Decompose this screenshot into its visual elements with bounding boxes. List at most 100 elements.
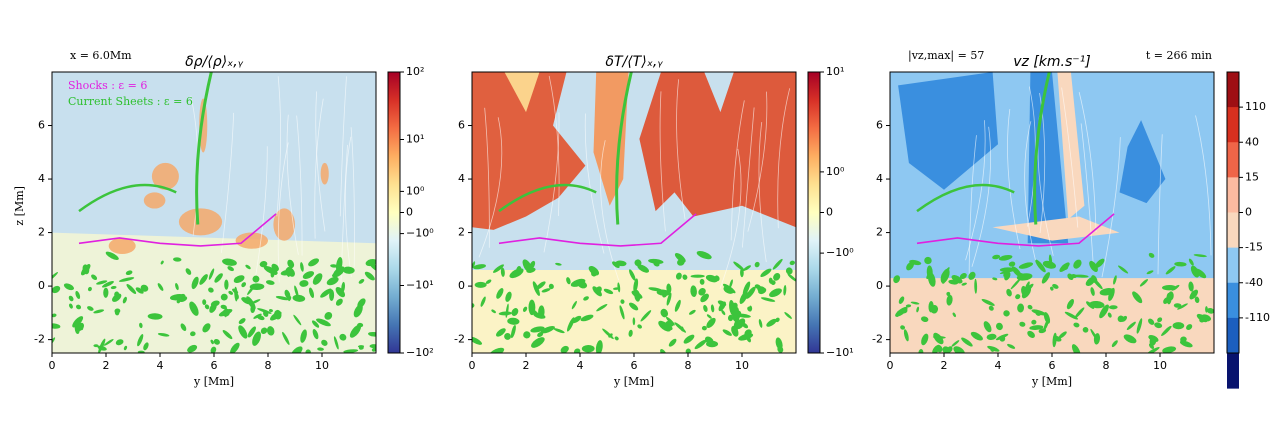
colorbar [808, 72, 820, 353]
current-sheet [924, 256, 932, 265]
current-sheet [294, 285, 299, 298]
x-tick-label: 10 [735, 359, 749, 372]
current-sheet [52, 323, 61, 329]
field-region [143, 192, 166, 209]
current-sheet [1113, 275, 1117, 285]
x-tick-label: 0 [469, 359, 476, 372]
x-tick-label: 6 [631, 359, 638, 372]
current-sheet [940, 268, 950, 284]
current-sheet [252, 331, 261, 346]
current-sheet [210, 339, 214, 345]
current-sheet [933, 332, 944, 345]
current-sheet [738, 333, 754, 341]
current-sheet [1168, 291, 1174, 301]
current-sheet [1163, 297, 1170, 304]
current-sheet [1118, 265, 1129, 274]
current-sheet [1107, 312, 1112, 318]
current-sheet [1191, 290, 1197, 296]
y-tick-label: 6 [458, 119, 465, 132]
colorbar-band [1227, 107, 1239, 143]
current-sheet [335, 286, 346, 298]
current-sheet [507, 317, 520, 325]
streamline [719, 148, 742, 290]
current-sheet [1058, 331, 1067, 339]
field-region [1057, 72, 1085, 220]
colorbar-tick-label: −10² [406, 346, 434, 359]
current-sheet [998, 254, 1013, 261]
current-sheet [1042, 260, 1056, 269]
field-region [593, 72, 629, 206]
current-sheet [961, 282, 967, 286]
x-tick-label: 10 [315, 359, 329, 372]
current-sheet [238, 325, 248, 339]
colorbar-band [1227, 212, 1239, 249]
streamline [1157, 134, 1163, 275]
current-sheet [666, 316, 675, 326]
current-sheet [629, 302, 639, 311]
current-sheet [1206, 307, 1214, 314]
current-sheet [496, 288, 504, 299]
current-sheet [666, 292, 672, 306]
current-sheet [1004, 271, 1011, 281]
current-sheet [1003, 310, 1010, 317]
current-sheet [189, 301, 199, 316]
current-sheet [961, 337, 973, 347]
current-sheet [927, 272, 936, 287]
current-sheet [682, 274, 688, 280]
streamline [220, 112, 235, 253]
field-region [472, 270, 796, 353]
current-sheet [342, 266, 355, 274]
current-sheet [1123, 334, 1137, 344]
streamline [971, 126, 992, 267]
streamline [730, 100, 745, 241]
current-sheet [103, 287, 109, 298]
current-sheet [714, 275, 720, 282]
streamline [1024, 121, 1037, 262]
current-sheet [1136, 318, 1143, 334]
streamline [1080, 123, 1094, 264]
current-sheet [541, 288, 551, 293]
current-sheet [247, 326, 256, 338]
current-sheet [137, 334, 144, 347]
current-sheet [747, 306, 752, 312]
current-sheet [1174, 261, 1187, 267]
current-sheet [603, 288, 614, 295]
current-sheet [770, 280, 776, 285]
current-sheet [274, 309, 282, 320]
current-sheet [1139, 279, 1149, 287]
colorbar-band [1227, 247, 1239, 284]
current-sheet [1010, 278, 1021, 290]
current-sheet [785, 267, 793, 275]
current-sheet [112, 293, 122, 302]
current-sheet [988, 305, 994, 311]
current-sheet [87, 286, 92, 292]
current-sheet [213, 339, 220, 345]
current-sheet [1085, 277, 1096, 286]
current-sheet [959, 273, 967, 280]
current-sheet [63, 283, 75, 291]
current-sheet [1190, 265, 1200, 278]
current-sheet [614, 336, 619, 341]
current-sheet [766, 318, 777, 327]
current-sheet [754, 261, 760, 268]
current-sheet [504, 333, 511, 340]
field-plot [52, 72, 376, 353]
current-sheet [699, 278, 705, 285]
y-tick-label: 0 [458, 279, 465, 292]
current-sheet [745, 286, 756, 299]
current-sheet [1016, 273, 1033, 281]
field-region [320, 162, 329, 185]
streamline [584, 113, 605, 254]
current-sheet [1019, 321, 1026, 327]
current-sheet [1193, 254, 1207, 258]
current-sheet [921, 333, 929, 346]
current-sheet [349, 324, 361, 338]
shock-front [498, 213, 697, 247]
current-sheet [760, 297, 776, 302]
current-sheet [52, 272, 58, 282]
current-sheet [312, 329, 319, 340]
current-sheet [1172, 322, 1185, 330]
current-sheet [1126, 321, 1136, 331]
current-sheet [722, 283, 736, 294]
current-sheet [591, 271, 597, 277]
